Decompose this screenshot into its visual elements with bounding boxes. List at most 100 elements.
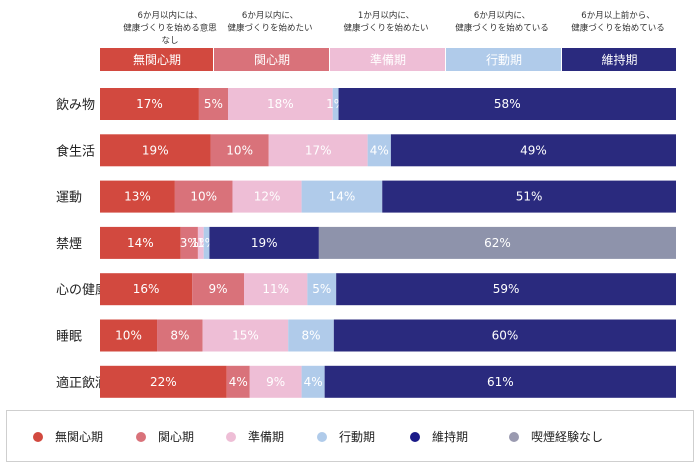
bar-segment: [100, 365, 227, 398]
data-label: 60%: [492, 329, 519, 343]
data-label: 4%: [304, 375, 323, 389]
header-segment-0: [100, 48, 213, 71]
data-label: 62%: [484, 236, 511, 250]
stage-description-4: 6か月以上前から、健康づくりを始めている: [571, 10, 665, 34]
bar-segment: [382, 180, 676, 213]
stage-description-line: 健康づくりを始めている: [571, 23, 665, 34]
legend-label-junbi: 準備期: [248, 430, 285, 444]
legend-dot-koudou: [317, 431, 327, 442]
header-segment-2: [330, 48, 445, 71]
bar-segment: [174, 180, 233, 213]
bar-segment: [180, 226, 198, 259]
data-label: 14%: [329, 190, 356, 204]
data-label: 18%: [267, 97, 294, 111]
bar-segment: [367, 134, 391, 167]
data-label: 5%: [312, 282, 331, 296]
legend-dot-kitsuen-keiken-nashi: [509, 431, 519, 442]
data-label: 19%: [142, 143, 169, 157]
bar-segment: [100, 319, 158, 352]
legend-item-koudou: 行動期: [317, 428, 375, 445]
data-label: 61%: [487, 375, 514, 389]
bar-segment: [202, 319, 289, 352]
data-label: 9%: [209, 282, 228, 296]
header-label-3: 行動期: [486, 53, 522, 67]
data-label: 13%: [124, 190, 151, 204]
bar-segment: [301, 365, 325, 398]
bar-segment: [203, 226, 210, 259]
data-label: 58%: [494, 97, 521, 111]
bar-segment: [100, 88, 199, 120]
legend-item-muukanshin: 無関心期: [33, 428, 103, 445]
stage-description-1: 6か月以内に、健康づくりを始めたい: [227, 10, 312, 34]
data-label: 8%: [301, 329, 320, 343]
stage-description-line: 6か月以内に、: [242, 10, 298, 21]
legend-item-kanshin: 関心期: [136, 428, 194, 445]
data-label: 11%: [262, 282, 289, 296]
legend-item-junbi: 準備期: [226, 428, 284, 445]
legend: 無関心期 関心期 準備期 行動期 維持期 喫煙経験なし: [6, 410, 694, 462]
bar-segment: [332, 88, 339, 120]
bar-segment: [192, 273, 244, 306]
category-label-2: 運動: [56, 191, 82, 206]
stage-description-line: 健康づくりを始めたい: [227, 23, 312, 34]
data-label: 59%: [493, 282, 520, 296]
bar-segment: [336, 273, 676, 306]
bar-segment: [226, 365, 250, 398]
data-label: 19%: [251, 236, 278, 250]
legend-item-kitsuen-keiken-nashi: 喫煙経験なし: [509, 428, 603, 445]
data-label: 3%: [180, 236, 199, 250]
category-label-1: 食生活: [56, 143, 95, 159]
stage-description-line: 健康づくりを始めたい: [343, 23, 428, 34]
bar-segment: [198, 88, 228, 120]
data-label: 12%: [254, 190, 281, 204]
stage-description-3: 6か月以内に、健康づくりを始めている: [455, 10, 549, 34]
category-label-3: 禁煙: [56, 237, 82, 252]
header-label-0: 無関心期: [133, 52, 181, 67]
data-label: 15%: [232, 329, 259, 343]
header-label-2: 準備期: [370, 52, 406, 67]
legend-label-koudou: 行動期: [339, 430, 376, 444]
stage-description-line: 1か月以内に、: [358, 10, 414, 21]
category-label-6: 適正飲酒: [56, 375, 108, 391]
header-label-4: 維持期: [601, 52, 637, 67]
data-label: 14%: [127, 236, 154, 250]
bar-segment: [210, 134, 269, 167]
stage-description-line: 6か月以内には、: [138, 10, 203, 21]
legend-dot-muukanshin: [33, 431, 43, 442]
bar-segment: [268, 134, 368, 167]
legend-dot-iji: [410, 431, 420, 442]
bar-segment: [244, 273, 308, 306]
legend-label-kitsuen-keiken-nashi: 喫煙経験なし: [531, 430, 604, 444]
data-label: 10%: [226, 143, 253, 157]
stage-description-2: 1か月以内に、健康づくりを始めたい: [343, 10, 428, 34]
bar-segment: [197, 226, 204, 259]
legend-dot-junbi: [226, 431, 236, 442]
bar-segment: [390, 134, 676, 167]
stage-description-line: 6か月以上前から、: [581, 10, 654, 21]
data-label: 8%: [170, 329, 189, 343]
category-label-5: 睡眠: [56, 330, 82, 345]
header-segment-1: [214, 48, 329, 71]
data-label: 4%: [229, 375, 248, 389]
data-label: 16%: [133, 282, 160, 296]
bar-segment: [288, 319, 334, 352]
bar-segment: [100, 273, 193, 306]
data-label: 4%: [370, 143, 389, 157]
legend-label-muukanshin: 無関心期: [55, 430, 104, 444]
category-label-4: 心の健康: [56, 282, 108, 298]
category-label-0: 飲み物: [56, 97, 95, 113]
header-label-1: 関心期: [254, 53, 290, 67]
header-segment-3: [446, 48, 561, 71]
bar-segment: [100, 134, 211, 167]
data-label: 10%: [190, 190, 217, 204]
stage-description-line: 健康づくりを始める意思: [123, 23, 217, 34]
header-segment-4: [562, 48, 676, 71]
data-label: 49%: [520, 143, 547, 157]
bar-segment: [228, 88, 333, 120]
bar-segment: [333, 319, 676, 352]
bar-segment: [338, 88, 676, 120]
bar-segment: [307, 273, 337, 306]
data-label: 17%: [305, 143, 332, 157]
legend-dot-kanshin: [136, 431, 146, 442]
